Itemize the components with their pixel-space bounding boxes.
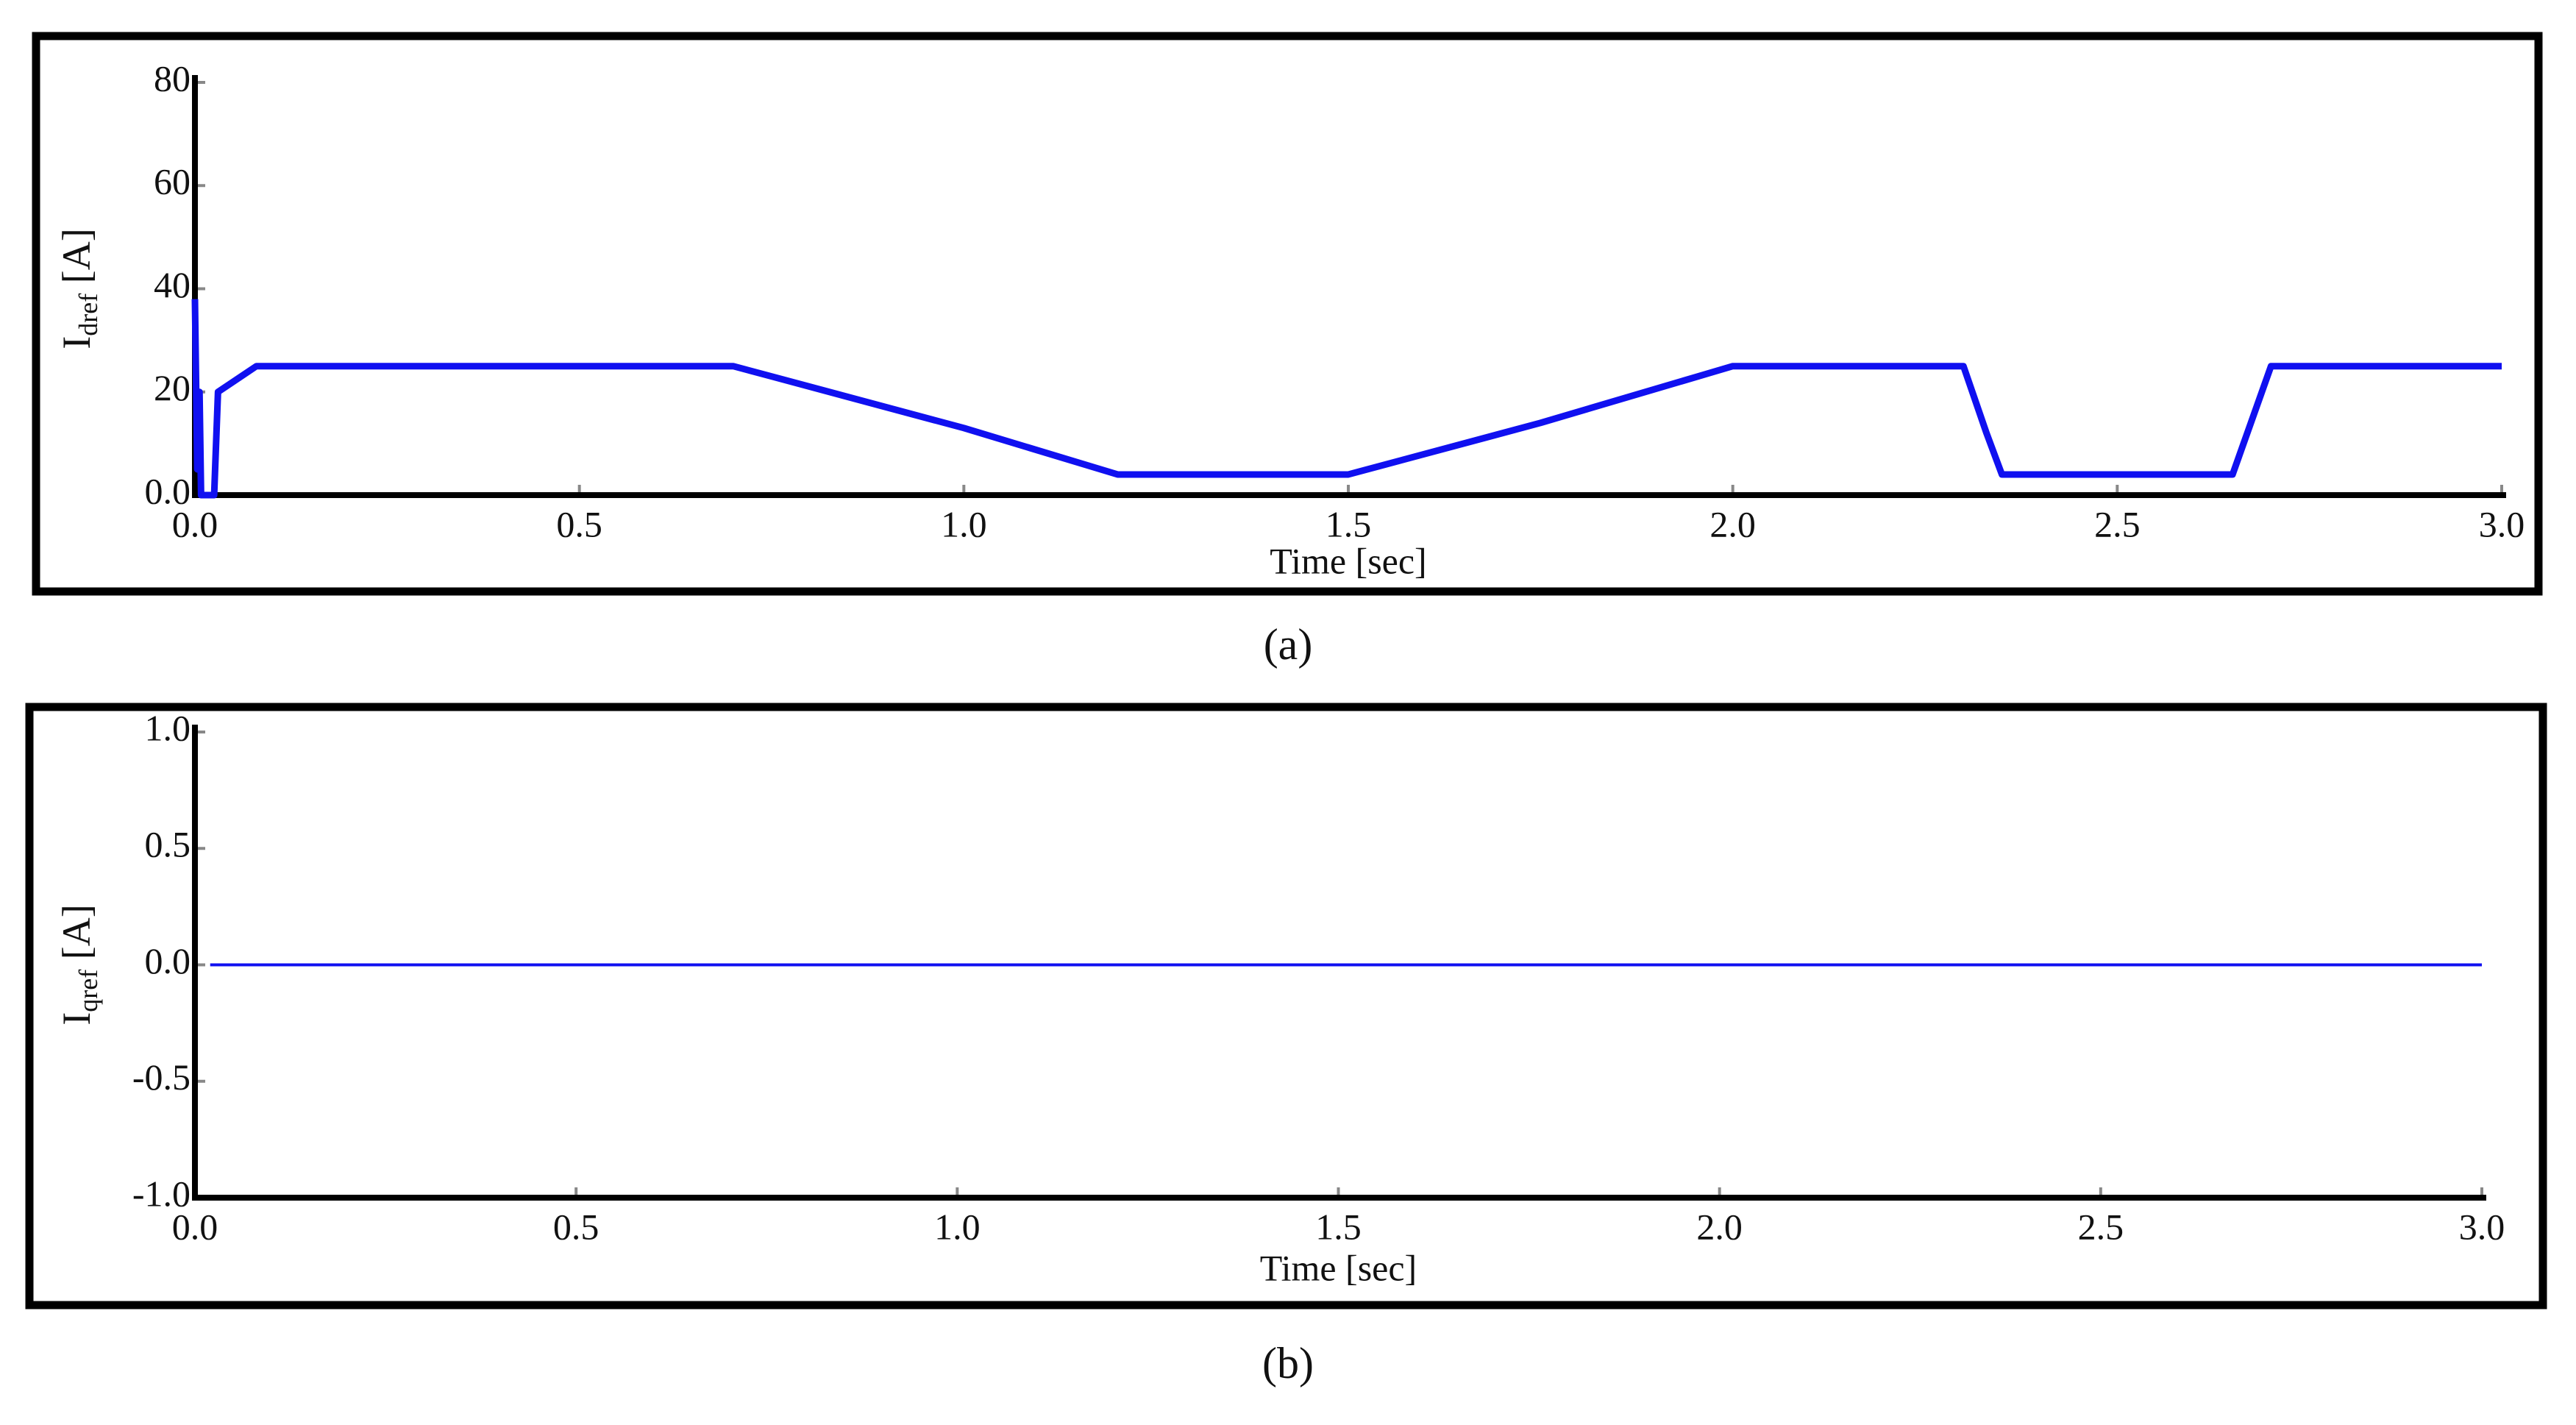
panel-caption: (a) [1264, 620, 1313, 669]
y-tick-label: 60 [154, 161, 191, 202]
x-tick-label: 1.5 [1326, 503, 1372, 544]
y-axis-title-unit: [A] [54, 228, 99, 293]
y-axis-title-subscript: qref [74, 970, 103, 1012]
x-tick-label: 3.0 [2479, 503, 2525, 544]
x-tick-label: 0.5 [553, 1206, 599, 1247]
y-tick-label: 20 [154, 367, 191, 408]
x-tick-label: 2.0 [1709, 503, 1756, 544]
y-axis-title-main: I [54, 1012, 99, 1026]
y-tick-label: 80 [154, 57, 191, 99]
panel-caption: (b) [1262, 1339, 1314, 1387]
y-tick-label: 40 [154, 264, 191, 305]
y-tick-label: 1.0 [145, 707, 191, 748]
y-tick-label: -0.5 [132, 1056, 191, 1098]
x-tick-label: 2.0 [1696, 1206, 1743, 1247]
y-tick-label: 0.0 [145, 940, 191, 981]
x-tick-label: 1.0 [941, 503, 987, 544]
y-axis-title: Idref [A] [54, 228, 103, 349]
y-tick-label: -1.0 [132, 1173, 191, 1214]
panel-frame [25, 703, 2547, 1309]
x-tick-label: 1.0 [934, 1206, 981, 1247]
x-tick-label: 1.5 [1315, 1206, 1362, 1247]
x-tick-label: 3.0 [2459, 1206, 2505, 1247]
panel-frame [32, 32, 2543, 596]
x-axis-title: Time [sec] [1260, 1247, 1417, 1288]
x-tick-label: 0.0 [172, 503, 218, 544]
y-tick-label: 0.5 [145, 824, 191, 865]
y-axis-title-subscript: dref [74, 294, 103, 336]
x-axis-title: Time [sec] [1270, 540, 1426, 581]
y-axis-title-main: I [54, 336, 99, 349]
x-tick-label: 2.5 [2078, 1206, 2124, 1247]
y-axis-title: Iqref [A] [54, 904, 103, 1025]
y-tick-label: 0.0 [145, 470, 191, 511]
y-axis-title-unit: [A] [54, 904, 99, 969]
x-tick-label: 2.5 [2094, 503, 2141, 544]
data-line [191, 299, 2502, 499]
x-tick-label: 0.5 [556, 503, 602, 544]
x-tick-label: 0.0 [172, 1206, 218, 1247]
